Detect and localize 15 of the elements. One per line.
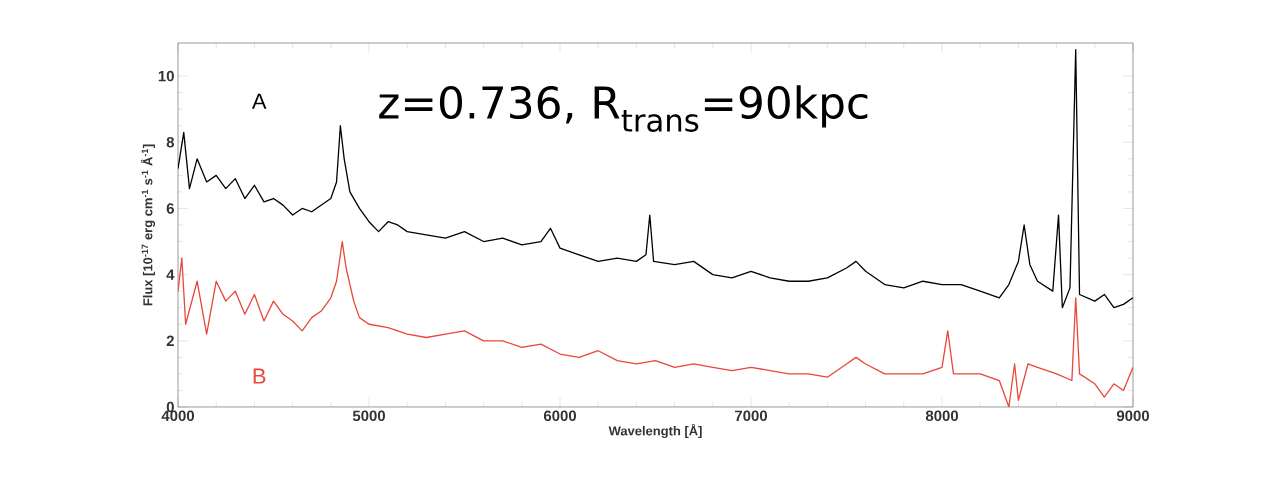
text: Flux [10$^{-17}$ erg cm$^{-1}$ s$^{-1}$ Å$^{-1}$]	[140, 144, 156, 306]
text: A	[251, 93, 267, 109]
annotation: z=0.736, R$_{trans}$=90kpc	[379, 85, 868, 132]
y-tick-label: 8	[166, 136, 175, 148]
x-tick-label: 8000	[925, 410, 958, 422]
y-tick-label: 6	[166, 203, 174, 214]
text: B	[253, 368, 266, 384]
x-tick-label: 9000	[1116, 410, 1149, 422]
x-tick-label: 6000	[543, 410, 576, 422]
x-tick-label: 5000	[352, 410, 385, 422]
y-tick-label: 2	[166, 335, 174, 347]
y-tick-label: 4	[166, 269, 175, 280]
y-tick-label: 10	[158, 70, 174, 82]
x-tick-label: 7000	[735, 410, 767, 422]
x-axis-title: Wavelength [Å]	[608, 423, 702, 439]
